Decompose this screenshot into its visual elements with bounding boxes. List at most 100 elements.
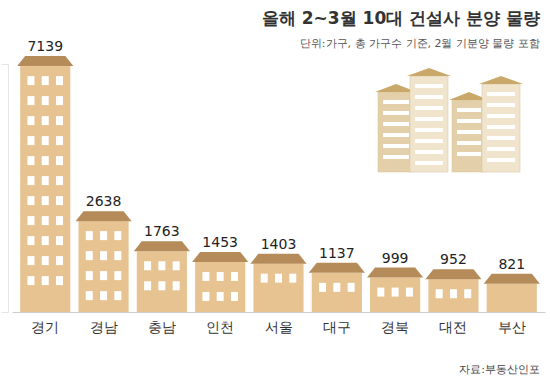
window xyxy=(27,256,34,265)
x-tick-label: 서울 xyxy=(265,319,293,335)
bar xyxy=(195,262,245,312)
roof xyxy=(17,56,73,66)
illustration-window xyxy=(415,150,443,154)
data-label: 7139 xyxy=(27,38,63,54)
bar xyxy=(253,264,303,312)
window xyxy=(56,116,63,125)
x-tick: 서울 xyxy=(265,312,293,335)
illustration-window xyxy=(457,141,481,145)
window xyxy=(42,96,49,105)
roof xyxy=(250,254,306,264)
window xyxy=(100,271,107,280)
window xyxy=(27,76,34,85)
window xyxy=(42,216,49,225)
x-tick-label: 대전 xyxy=(439,319,467,335)
bar xyxy=(428,279,478,312)
window xyxy=(42,116,49,125)
window xyxy=(100,231,107,240)
data-label: 1453 xyxy=(202,234,238,250)
x-tick: 경북 xyxy=(381,312,409,335)
window xyxy=(333,283,340,292)
window xyxy=(27,276,34,285)
illustration-window xyxy=(487,158,515,162)
roof xyxy=(367,268,423,278)
window xyxy=(450,289,457,298)
window xyxy=(158,281,165,290)
window xyxy=(173,281,180,290)
window xyxy=(42,196,49,205)
window xyxy=(42,276,49,285)
x-tick-label: 부산 xyxy=(498,319,526,335)
illustration-roof xyxy=(407,68,451,76)
x-tick-label: 충남 xyxy=(148,319,176,335)
bar xyxy=(20,66,70,312)
window xyxy=(42,176,49,185)
window xyxy=(56,196,63,205)
illustration-window xyxy=(383,144,409,148)
plot-area xyxy=(20,66,537,312)
window xyxy=(392,288,399,297)
window xyxy=(231,292,238,301)
illustration-roof xyxy=(479,76,523,84)
window xyxy=(144,261,151,270)
illustration-window xyxy=(457,130,481,134)
window xyxy=(27,116,34,125)
illustration-window xyxy=(487,92,515,96)
window xyxy=(100,291,107,300)
window xyxy=(144,281,151,290)
window xyxy=(202,292,209,301)
illustration-window xyxy=(415,84,443,88)
window xyxy=(231,272,238,281)
window xyxy=(289,274,296,283)
bar xyxy=(487,284,537,312)
illustration-window xyxy=(415,106,443,110)
window xyxy=(114,291,121,300)
window xyxy=(114,271,121,280)
x-tick-label: 경기 xyxy=(31,319,59,335)
window xyxy=(56,96,63,105)
x-tick: 대구 xyxy=(323,312,351,335)
window xyxy=(377,288,384,297)
chart-container: 올해 2~3월 10대 건설사 분양 물량단위:가구, 총 가구수 기준, 2월… xyxy=(0,0,550,381)
y-axis xyxy=(2,65,9,313)
data-label: 1403 xyxy=(261,236,297,252)
illustration-window xyxy=(415,117,443,121)
roof xyxy=(75,211,131,221)
window xyxy=(42,76,49,85)
window xyxy=(319,283,326,292)
illustration-building xyxy=(378,92,414,172)
roof xyxy=(192,252,248,262)
illustration-window xyxy=(487,147,515,151)
illustration-window xyxy=(415,128,443,132)
window xyxy=(42,136,49,145)
window xyxy=(27,176,34,185)
x-tick: 부산 xyxy=(498,312,526,335)
data-labels: 713926381763145314031137999952821 xyxy=(27,38,525,272)
x-tick-label: 대구 xyxy=(323,319,351,335)
window xyxy=(261,274,268,283)
window xyxy=(56,76,63,85)
subtitle: 단위:가구, 총 가구수 기준, 2월 기분양 물량 포함 xyxy=(300,37,540,50)
window xyxy=(27,156,34,165)
window xyxy=(100,251,107,260)
x-tick-label: 경북 xyxy=(381,319,409,335)
window xyxy=(56,216,63,225)
illustration-window xyxy=(383,111,409,115)
window xyxy=(42,156,49,165)
illustration-window xyxy=(383,133,409,137)
window xyxy=(27,136,34,145)
window xyxy=(42,236,49,245)
window xyxy=(406,288,413,297)
roof xyxy=(134,241,190,251)
window xyxy=(56,256,63,265)
bar xyxy=(312,273,362,312)
illustration xyxy=(375,68,523,172)
illustration-window xyxy=(487,136,515,140)
title: 올해 2~3월 10대 건설사 분양 물량 xyxy=(262,8,540,28)
x-axis: 경기경남충남인천서울대구경북대전부산 xyxy=(13,312,546,335)
window xyxy=(56,156,63,165)
roof xyxy=(309,263,365,273)
window xyxy=(27,236,34,245)
x-tick: 경남 xyxy=(90,312,118,335)
y-axis-line xyxy=(2,65,9,313)
